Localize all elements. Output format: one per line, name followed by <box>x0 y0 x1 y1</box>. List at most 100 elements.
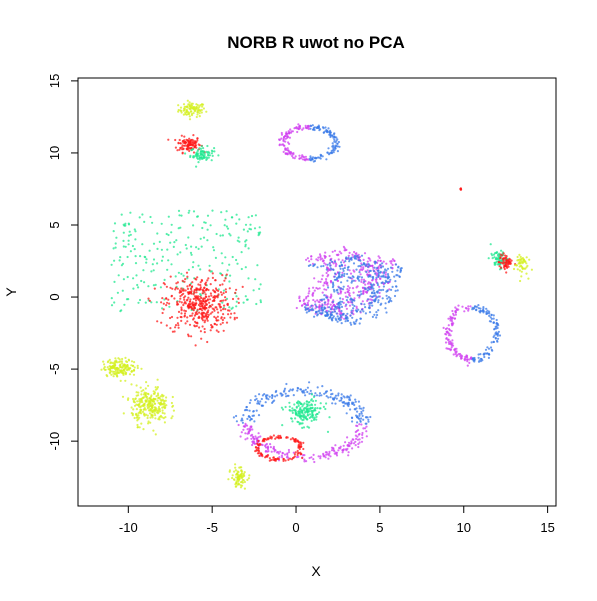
data-point <box>199 330 202 333</box>
data-point <box>149 416 152 419</box>
data-point <box>477 356 480 359</box>
data-point <box>200 296 203 300</box>
data-point <box>290 417 293 420</box>
data-point <box>257 449 260 452</box>
data-point <box>186 305 189 308</box>
data-point <box>304 308 307 311</box>
data-point <box>286 147 289 150</box>
data-point <box>256 400 259 403</box>
data-point <box>324 263 327 266</box>
data-point <box>203 327 206 331</box>
data-point <box>355 437 358 440</box>
data-point <box>309 127 312 130</box>
data-point <box>180 316 183 319</box>
data-point <box>146 405 149 408</box>
data-point <box>289 457 292 460</box>
data-point <box>306 386 309 389</box>
data-point <box>488 310 491 313</box>
data-point <box>368 307 371 310</box>
data-point <box>332 133 336 136</box>
data-point <box>244 240 247 243</box>
data-point <box>162 302 165 305</box>
data-point <box>369 298 372 301</box>
data-point <box>312 308 315 312</box>
data-point <box>452 353 455 356</box>
data-point <box>306 418 309 421</box>
data-point <box>224 288 227 291</box>
data-point <box>350 440 353 443</box>
data-point <box>226 227 230 230</box>
data-point <box>368 304 371 307</box>
data-point <box>190 148 193 151</box>
data-point <box>464 306 467 310</box>
data-point <box>176 322 179 325</box>
data-point <box>337 140 340 144</box>
data-point <box>488 320 491 323</box>
data-point <box>248 474 251 477</box>
data-point <box>233 478 236 481</box>
data-point <box>180 319 183 322</box>
data-point <box>127 234 131 237</box>
data-point <box>525 266 528 269</box>
data-point <box>369 259 372 262</box>
data-point <box>196 104 199 107</box>
data-point <box>194 277 197 280</box>
data-point <box>355 307 358 310</box>
data-point <box>364 427 367 430</box>
data-point <box>142 404 145 408</box>
data-point <box>395 285 398 288</box>
data-point <box>165 232 168 236</box>
data-point <box>351 447 354 450</box>
data-point <box>247 247 250 250</box>
data-point <box>357 259 360 262</box>
data-point <box>334 317 337 320</box>
data-point <box>350 323 353 326</box>
data-point <box>199 147 203 150</box>
data-point <box>214 256 217 259</box>
data-point <box>148 299 151 302</box>
data-point <box>119 366 122 369</box>
data-point <box>198 307 201 311</box>
data-point <box>253 442 257 445</box>
data-point <box>446 331 449 334</box>
data-point <box>307 299 310 302</box>
data-point <box>220 316 223 319</box>
data-point <box>310 404 314 407</box>
data-point <box>265 394 268 397</box>
data-point <box>139 255 142 258</box>
data-point <box>143 255 146 258</box>
data-point <box>365 425 368 428</box>
data-point <box>350 312 353 315</box>
data-point <box>303 458 306 461</box>
data-point <box>224 299 227 302</box>
data-point <box>197 106 200 109</box>
data-point <box>493 327 496 330</box>
data-point <box>272 456 275 459</box>
data-point <box>278 143 281 146</box>
data-point <box>186 320 189 323</box>
data-point <box>240 469 243 472</box>
data-point <box>177 108 180 112</box>
data-point <box>202 154 205 157</box>
data-point <box>224 296 227 299</box>
data-point <box>145 395 148 398</box>
data-point <box>240 476 243 480</box>
data-point <box>382 288 385 291</box>
data-point <box>135 412 138 415</box>
data-point <box>326 266 329 269</box>
data-point <box>259 435 262 438</box>
data-point <box>126 255 129 259</box>
data-point <box>357 256 360 259</box>
data-point <box>321 260 324 263</box>
data-point <box>358 296 361 299</box>
data-point <box>304 126 307 129</box>
data-point <box>508 261 511 264</box>
data-point <box>377 309 380 312</box>
data-point <box>143 220 146 223</box>
data-point <box>178 300 181 303</box>
data-point <box>202 147 205 150</box>
data-point <box>217 303 220 306</box>
data-point <box>284 147 287 150</box>
data-point <box>311 412 314 415</box>
data-point <box>372 289 375 292</box>
